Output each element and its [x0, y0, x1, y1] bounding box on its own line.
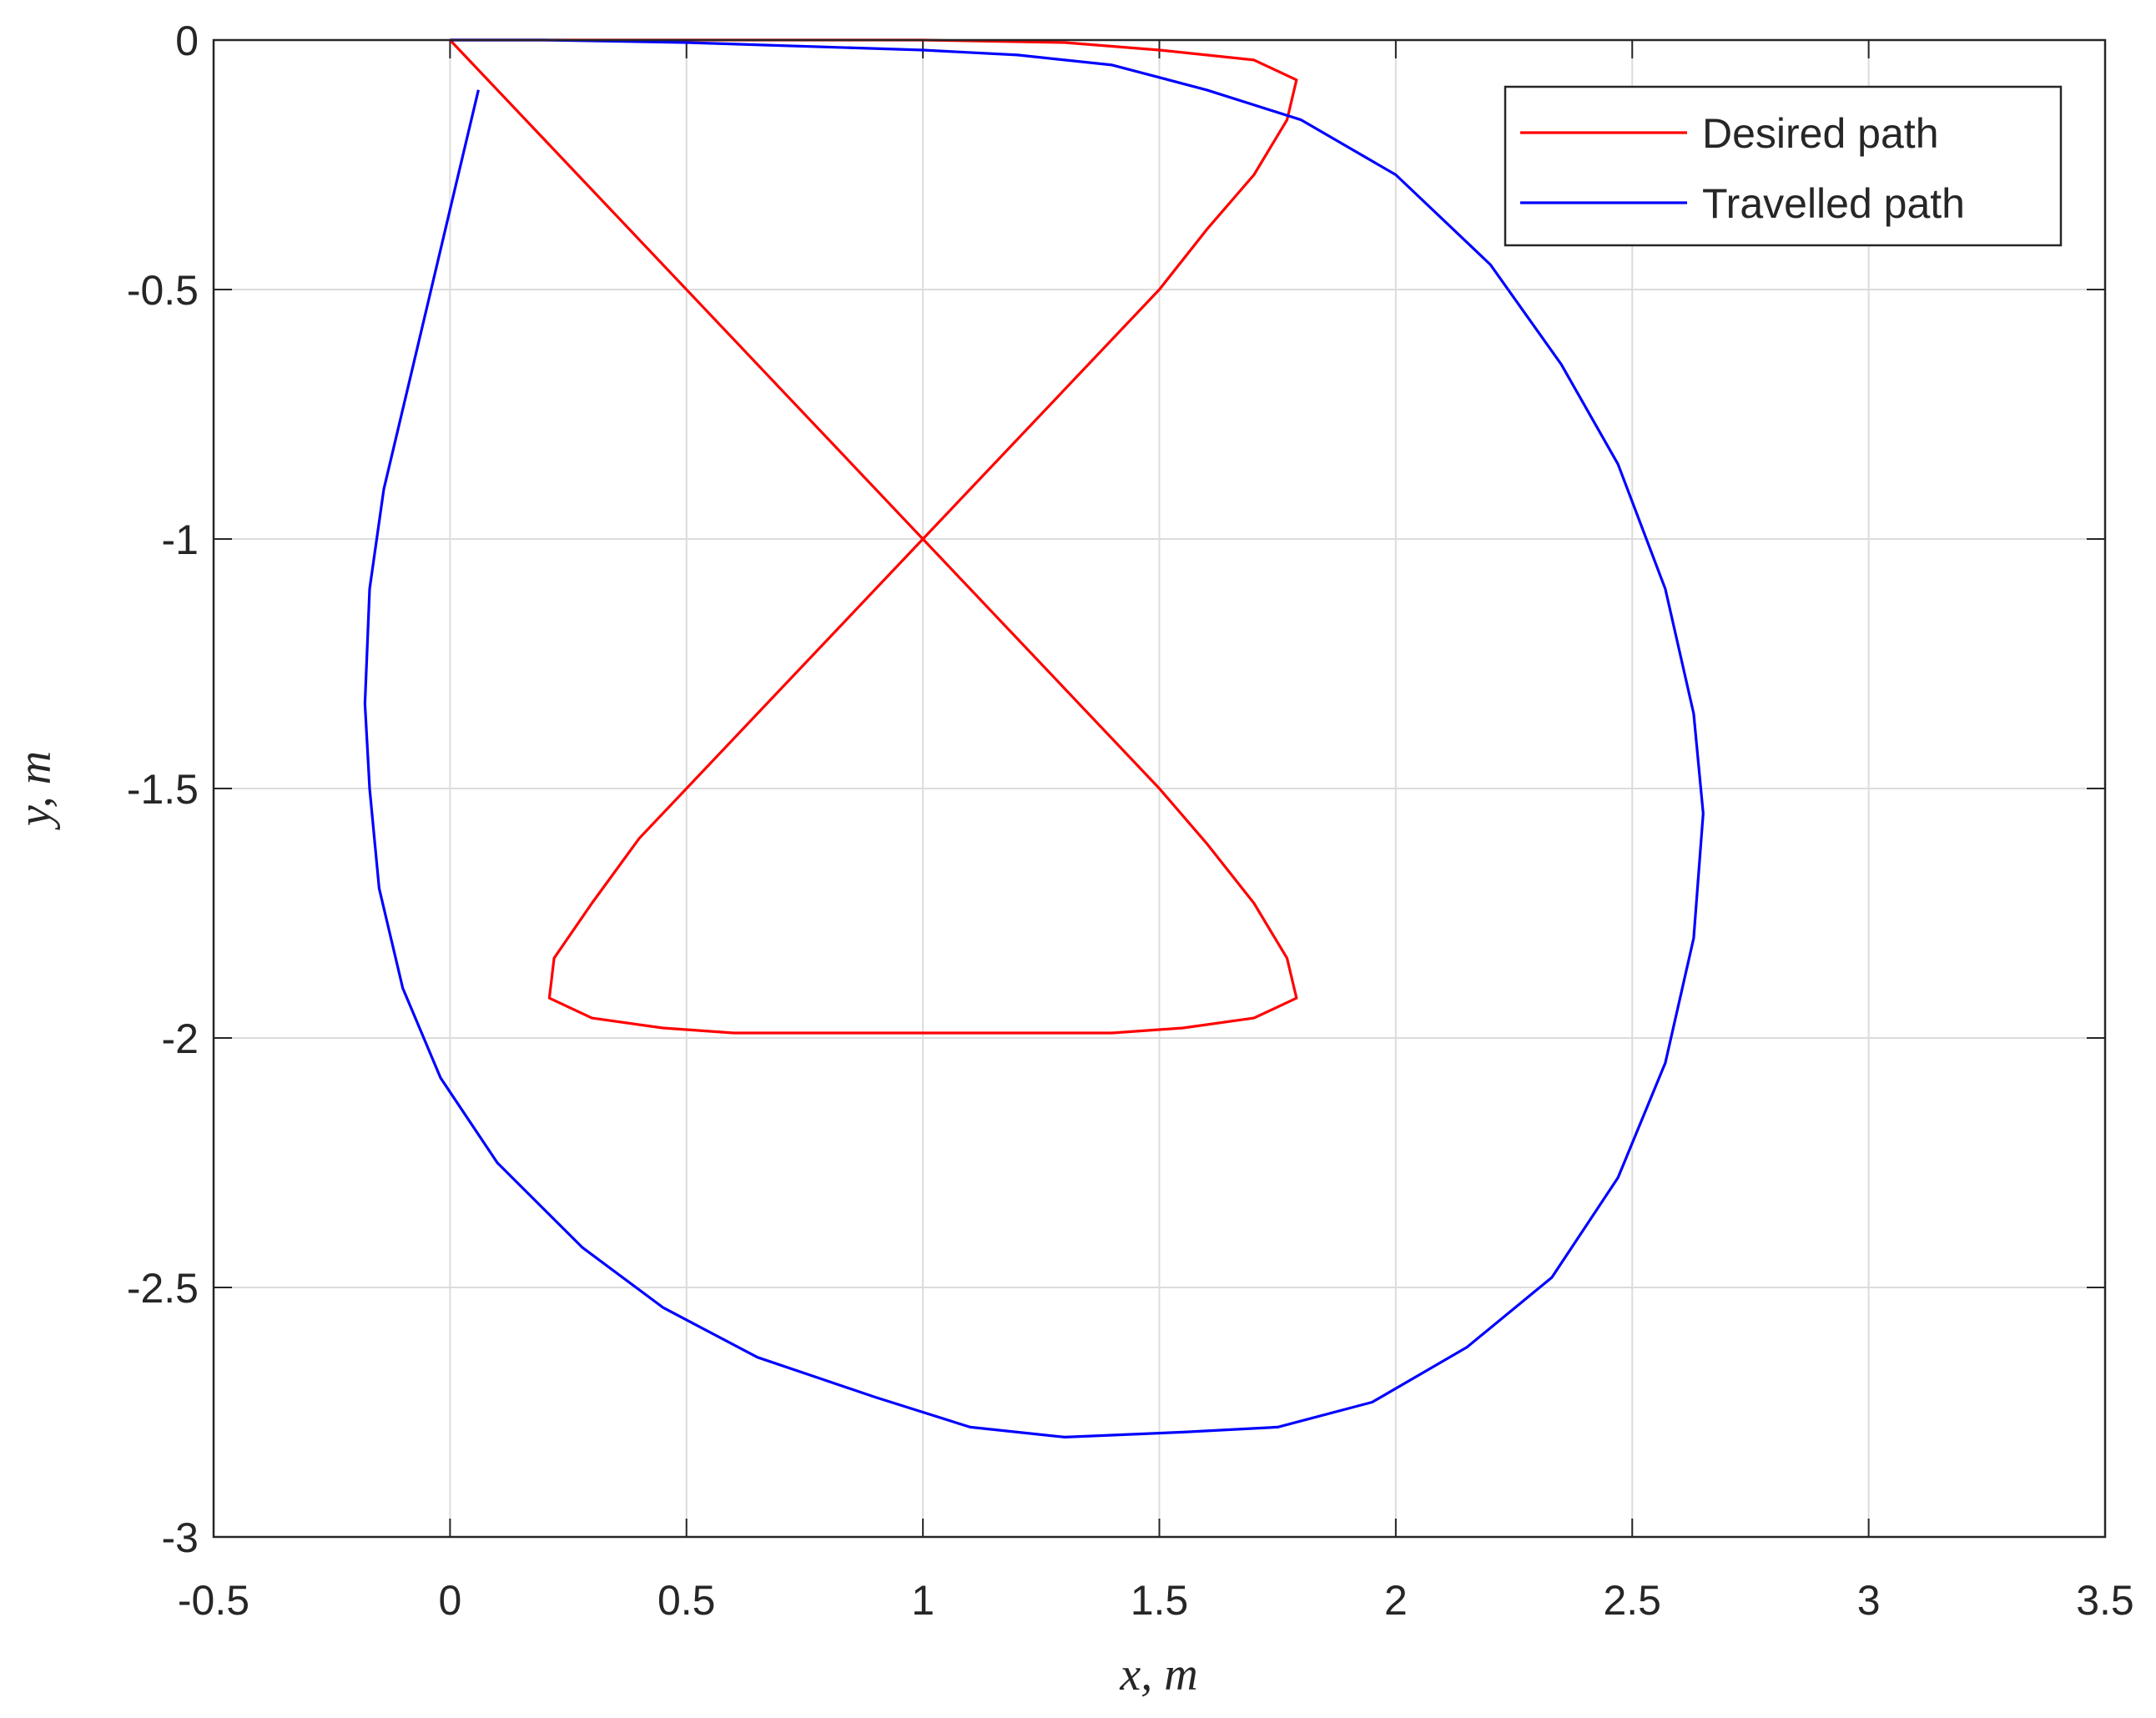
- y-tick-label: -3: [162, 1514, 199, 1561]
- series-line: [449, 38, 1298, 1035]
- y-axis-label: y, m: [9, 751, 61, 830]
- x-tick-label: 2.5: [1603, 1577, 1661, 1624]
- x-axis-label: x, m: [1119, 1649, 1197, 1700]
- legend-label: Travelled path: [1702, 180, 1965, 227]
- y-tick-label: -1: [162, 516, 199, 563]
- x-tick-label: -0.5: [178, 1577, 249, 1624]
- x-tick-label: 0: [438, 1577, 461, 1624]
- y-tick-label: -2: [162, 1015, 199, 1062]
- y-tick-label: -1.5: [127, 766, 199, 813]
- series-line: [363, 38, 1705, 1438]
- axes-box: [212, 38, 2107, 1539]
- x-tick-label: 3: [1857, 1577, 1881, 1624]
- x-tick-label: 1: [911, 1577, 934, 1624]
- x-tick-label: 1.5: [1131, 1577, 1189, 1624]
- y-tick-label: -2.5: [127, 1265, 199, 1312]
- x-tick-label: 0.5: [657, 1577, 716, 1624]
- y-tick-label: -0.5: [127, 267, 199, 314]
- x-tick-label: 3.5: [2076, 1577, 2134, 1624]
- legend-label: Desired path: [1702, 110, 1939, 157]
- x-tick-label: 2: [1384, 1577, 1408, 1624]
- legend-box: [1504, 85, 2063, 247]
- y-tick-label: 0: [175, 18, 199, 64]
